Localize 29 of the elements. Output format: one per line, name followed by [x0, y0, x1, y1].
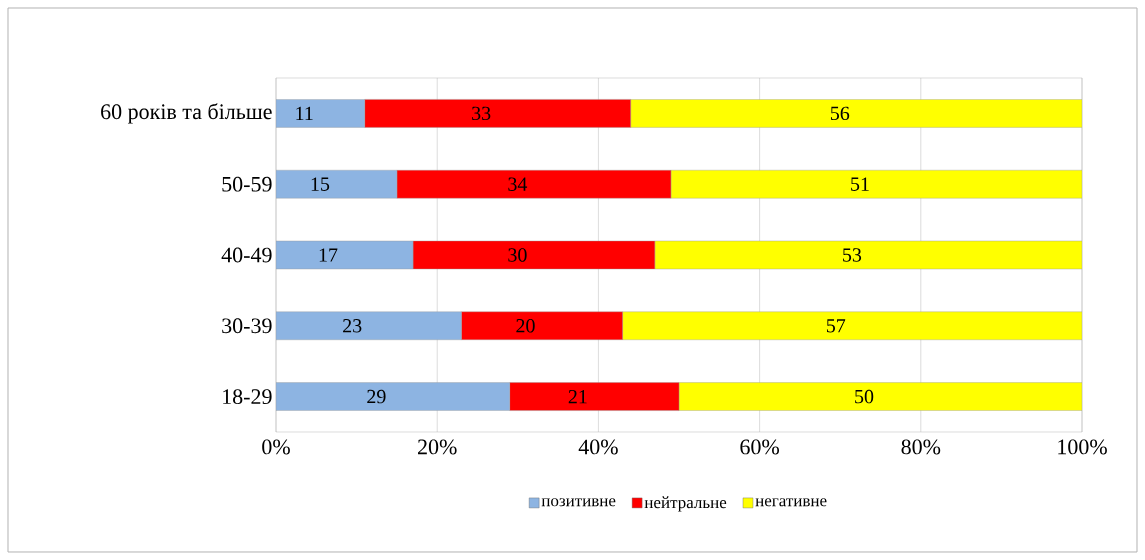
data-label: 56 — [830, 106, 850, 121]
legend-label: негативне — [755, 498, 827, 507]
data-label: 15 — [311, 177, 330, 191]
data-label: 50 — [855, 389, 874, 404]
y-tick-label: 50-59 — [222, 176, 272, 192]
x-tick-label: 100% — [1058, 439, 1107, 455]
data-label: 33 — [472, 106, 491, 121]
data-label: 51 — [851, 177, 869, 191]
data-label: 57 — [826, 319, 846, 333]
y-tick-label: 60 років та більше — [101, 103, 272, 124]
data-label: 30 — [508, 248, 527, 262]
x-tick-label: 20% — [418, 439, 457, 455]
data-label: 34 — [508, 177, 528, 191]
data-label: 29 — [367, 389, 386, 404]
x-tick-label: 0% — [262, 439, 290, 455]
legend-label: нейтральне — [644, 496, 727, 512]
y-tick-label: 18-29 — [223, 389, 272, 405]
data-label: 11 — [296, 106, 313, 120]
x-tick-label: 80% — [901, 439, 941, 455]
x-tick-label: 60% — [740, 439, 780, 455]
data-label: 53 — [843, 248, 862, 262]
x-tick-label: 40% — [578, 439, 618, 455]
data-label: 17 — [319, 248, 338, 262]
legend-label: позитивне — [541, 498, 616, 507]
y-tick-label: 30-39 — [222, 318, 272, 334]
data-label: 21 — [568, 389, 587, 404]
data-label: 23 — [343, 319, 362, 333]
y-tick-label: 40-49 — [221, 247, 272, 263]
data-label: 20 — [516, 319, 535, 333]
